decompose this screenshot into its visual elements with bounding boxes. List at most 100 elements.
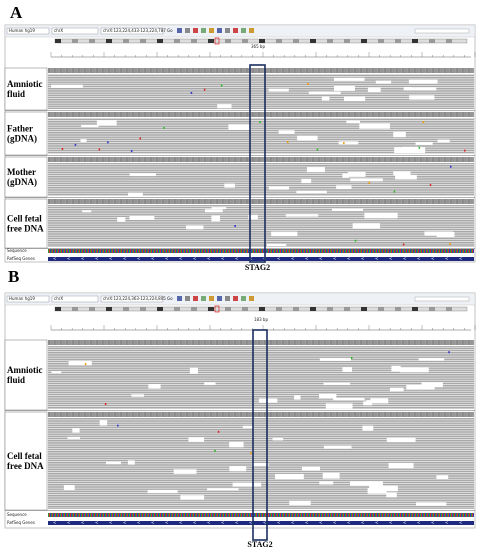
coverage bbox=[48, 199, 474, 204]
mismatch bbox=[84, 363, 87, 366]
strand-arrow: < bbox=[207, 256, 210, 261]
go-button[interactable]: Go bbox=[167, 28, 173, 33]
ideogram-locus bbox=[214, 37, 220, 45]
toolbar-icon[interactable] bbox=[185, 28, 190, 33]
read-gap bbox=[81, 124, 99, 128]
read-gap bbox=[338, 141, 359, 145]
toolbar-icon[interactable] bbox=[193, 296, 198, 301]
toolbar-icon[interactable] bbox=[217, 28, 222, 33]
reads bbox=[48, 163, 474, 196]
mismatch bbox=[203, 88, 206, 91]
toolbar-icon[interactable] bbox=[201, 28, 206, 33]
read-gap bbox=[322, 472, 340, 479]
read-gap bbox=[51, 371, 62, 374]
zoom-slider bbox=[414, 296, 470, 302]
locus-box bbox=[100, 295, 164, 303]
read-gap bbox=[333, 397, 365, 401]
toolbar-icon[interactable] bbox=[209, 28, 214, 33]
track-label-box bbox=[4, 411, 48, 511]
read-gap bbox=[242, 425, 253, 429]
strand-arrow: < bbox=[291, 256, 294, 261]
ideogram-band bbox=[123, 39, 129, 43]
reads bbox=[48, 74, 474, 109]
mismatch bbox=[139, 137, 141, 140]
strand-arrow: < bbox=[347, 520, 350, 525]
coverage bbox=[48, 157, 474, 162]
read-gap bbox=[129, 173, 156, 177]
strand-arrow: < bbox=[459, 256, 462, 261]
read-gap bbox=[415, 141, 433, 145]
track-label: free DNA bbox=[7, 461, 44, 471]
read-gap bbox=[388, 462, 414, 469]
ideogram-band bbox=[412, 307, 418, 311]
ideogram-band bbox=[208, 39, 214, 43]
ideogram-band bbox=[174, 39, 180, 43]
read-gap bbox=[393, 131, 406, 138]
strand-arrow: < bbox=[431, 256, 434, 261]
mismatch bbox=[234, 225, 236, 228]
toolbar-icon[interactable] bbox=[225, 296, 230, 301]
toolbar-icon[interactable] bbox=[241, 296, 246, 301]
toolbar-icon[interactable] bbox=[185, 296, 190, 301]
read-gap bbox=[186, 225, 204, 230]
track-label: (gDNA) bbox=[7, 177, 37, 187]
mismatch bbox=[217, 430, 220, 433]
strand-arrow: < bbox=[277, 520, 280, 525]
ideogram-band bbox=[55, 39, 61, 43]
read-gap bbox=[347, 171, 366, 177]
track-label: fluid bbox=[7, 89, 25, 99]
strand-arrow: < bbox=[319, 520, 322, 525]
toolbar-icon[interactable] bbox=[241, 28, 246, 33]
read-gap bbox=[325, 403, 353, 409]
read-gap bbox=[211, 215, 220, 222]
strand-arrow: < bbox=[403, 520, 406, 525]
mismatch bbox=[448, 351, 450, 354]
strand-arrow: < bbox=[235, 256, 238, 261]
read-gap bbox=[394, 147, 426, 154]
read-gap bbox=[258, 398, 278, 403]
toolbar-icon[interactable] bbox=[193, 28, 198, 33]
read-gap bbox=[424, 231, 453, 236]
toolbar-icon[interactable] bbox=[225, 28, 230, 33]
ideogram-band bbox=[446, 307, 452, 311]
read-gap bbox=[342, 367, 353, 373]
strand-arrow: < bbox=[179, 520, 182, 525]
strand-arrow: < bbox=[361, 520, 364, 525]
toolbar-icon[interactable] bbox=[201, 296, 206, 301]
toolbar-icon[interactable] bbox=[177, 296, 182, 301]
read-gap bbox=[96, 120, 117, 126]
toolbar-icon[interactable] bbox=[249, 296, 254, 301]
mismatch bbox=[393, 190, 396, 193]
gene-body bbox=[48, 521, 474, 525]
chromosome-select: chrX bbox=[54, 296, 63, 301]
strand-arrow: < bbox=[137, 256, 140, 261]
mismatch bbox=[402, 243, 405, 246]
mismatch bbox=[418, 146, 421, 149]
track-label: Amniotic bbox=[7, 365, 43, 375]
read-gap bbox=[367, 87, 381, 93]
chrom-box bbox=[51, 27, 99, 35]
mismatch bbox=[307, 82, 309, 85]
strand-arrow: < bbox=[361, 256, 364, 261]
go-button[interactable]: Go bbox=[167, 296, 173, 301]
toolbar-icon[interactable] bbox=[249, 28, 254, 33]
toolbar-icon[interactable] bbox=[233, 296, 238, 301]
toolbar-icon[interactable] bbox=[177, 28, 182, 33]
gene-body bbox=[48, 257, 474, 261]
strand-arrow: < bbox=[95, 520, 98, 525]
mismatch bbox=[117, 424, 119, 427]
read-gap bbox=[207, 488, 239, 491]
read-gap bbox=[229, 466, 247, 472]
toolbar-icon[interactable] bbox=[217, 296, 222, 301]
toolbar-icon[interactable] bbox=[233, 28, 238, 33]
read-gap bbox=[204, 209, 223, 213]
mismatch bbox=[107, 141, 109, 144]
read-gap bbox=[421, 382, 443, 388]
toolbar-icon[interactable] bbox=[209, 296, 214, 301]
read-gap bbox=[301, 466, 321, 471]
ideogram-band bbox=[412, 39, 418, 43]
strand-arrow: < bbox=[123, 256, 126, 261]
read-gap bbox=[370, 398, 389, 404]
